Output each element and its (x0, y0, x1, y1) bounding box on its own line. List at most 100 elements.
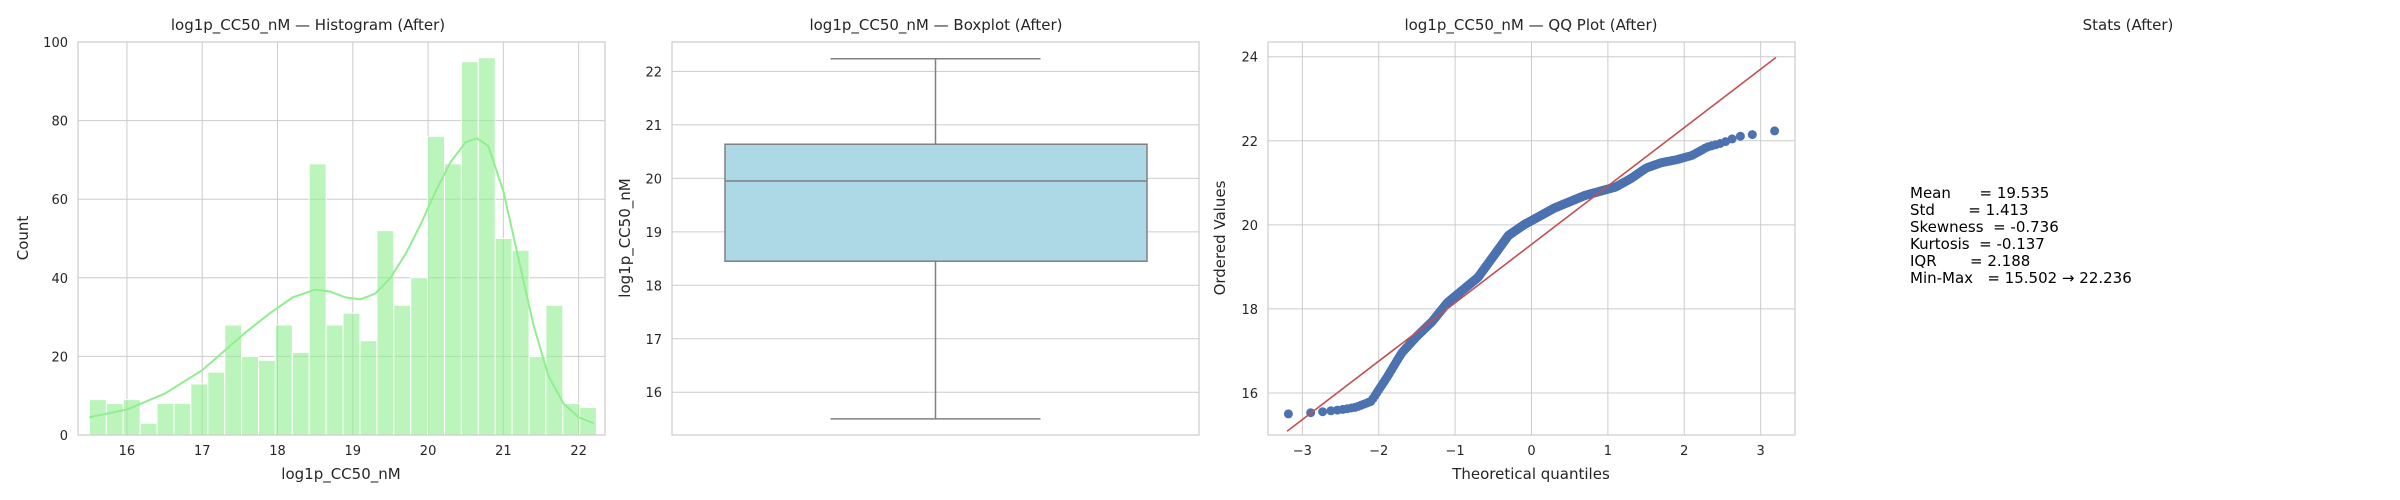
stats-panel: Stats (After) Mean = 19.535 Std = 1.413 … (1910, 16, 2173, 287)
qqplot-xtick-label: 2 (1680, 444, 1688, 459)
histogram-ytick-label: 20 (51, 350, 68, 365)
qqplot-reference-line (1286, 56, 1777, 432)
qqplot-frame (1267, 41, 1796, 436)
histogram-ytick-label: 100 (43, 36, 68, 51)
boxplot-ytick-label: 18 (645, 279, 662, 294)
boxplot-ytick-label: 17 (645, 333, 662, 348)
boxplot-ytick-label: 21 (645, 119, 662, 134)
histogram-bar (545, 304, 564, 436)
histogram-xtick-label: 20 (420, 444, 437, 459)
boxplot-frame (671, 41, 1200, 436)
stats-iqr: IQR = 2.188 (1910, 252, 2030, 270)
qqplot-point (1727, 134, 1737, 144)
qqplot-ytick-label: 22 (1241, 135, 1258, 150)
boxplot-panel: log1p_CC50_nM — Boxplot (After) 16 17 18 19… (616, 16, 1200, 436)
boxplot-box-group (724, 58, 1148, 420)
histogram-bar (562, 403, 581, 436)
qqplot-xticks: −3 −2 −1 0 1 2 3 (1293, 444, 1765, 459)
histogram-frame (77, 41, 606, 436)
histogram-bar (274, 324, 293, 436)
histogram-bar (359, 340, 378, 436)
qqplot-point (1770, 126, 1780, 136)
qqplot-ytick-label: 20 (1241, 219, 1258, 234)
histogram-ytick-label: 60 (51, 193, 68, 208)
histogram-bar (173, 403, 192, 436)
qqplot-xtick-label: −3 (1293, 444, 1312, 459)
histogram-bar (393, 304, 412, 436)
histogram-bar (511, 249, 530, 436)
boxplot-ytick-label: 22 (645, 65, 662, 80)
histogram-kde-line (89, 137, 595, 425)
histogram-xtick-label: 22 (570, 444, 587, 459)
stats-kurtosis: Kurtosis = -0.137 (1910, 235, 2045, 253)
histogram-bar (477, 57, 496, 436)
boxplot-ytick-label: 20 (645, 172, 662, 187)
histogram-bar (325, 324, 344, 436)
qqplot-ytick-label: 24 (1241, 51, 1258, 66)
histogram-ytick-label: 80 (51, 115, 68, 130)
histogram-yticks: 0 20 40 60 80 100 (43, 36, 68, 444)
histogram-bar (376, 230, 395, 436)
stats-mean: Mean = 19.535 (1910, 184, 2049, 202)
histogram-panel: log1p_CC50_nM — Histogram (After) 16 17 18… (14, 16, 606, 484)
qqplot-yticks: 16 18 20 22 24 (1241, 51, 1258, 402)
boxplot-yticks: 16 17 18 19 20 21 22 (645, 65, 662, 401)
stats-title: Stats (After) (2083, 16, 2174, 34)
stats-std: Std = 1.413 (1910, 201, 2029, 219)
qqplot-points (1283, 126, 1780, 419)
histogram-title: log1p_CC50_nM — Histogram (After) (171, 16, 445, 35)
qqplot-point (1747, 130, 1757, 140)
histogram-bar (241, 355, 260, 436)
histogram-bars (88, 57, 597, 436)
qqplot-point (1735, 131, 1745, 141)
histogram-xtick-label: 18 (269, 444, 286, 459)
stats-min-max: Min-Max = 15.502 → 22.236 (1910, 269, 2132, 287)
histogram-bar (224, 324, 243, 436)
boxplot-ylabel: log1p_CC50_nM (616, 178, 635, 297)
histogram-bar (139, 422, 158, 436)
histogram-bar (258, 359, 276, 436)
boxplot-ytick-label: 19 (645, 226, 662, 241)
histogram-bar (528, 355, 547, 436)
histogram-ylabel: Count (14, 216, 32, 261)
qqplot-xtick-label: −1 (1446, 444, 1465, 459)
histogram-bar (342, 312, 361, 436)
histogram-bar (190, 383, 209, 436)
qqplot-xtick-label: −2 (1369, 444, 1388, 459)
qqplot-title: log1p_CC50_nM — QQ Plot (After) (1404, 16, 1657, 35)
histogram-bar (207, 371, 226, 436)
histogram-xtick-label: 17 (194, 444, 211, 459)
histogram-xticks: 16 17 18 19 20 21 22 (119, 444, 587, 459)
histogram-bar (291, 351, 310, 436)
histogram-ytick-label: 40 (51, 272, 68, 287)
qqplot-ytick-label: 18 (1241, 303, 1258, 318)
histogram-bar (308, 163, 327, 436)
qqplot-xtick-label: 1 (1604, 444, 1612, 459)
qqplot-grid (1268, 42, 1795, 435)
histogram-xtick-label: 16 (119, 444, 136, 459)
qqplot-ylabel: Ordered Values (1211, 180, 1229, 295)
histogram-bar (410, 277, 429, 436)
histogram-bar (156, 403, 175, 436)
qqplot-xtick-label: 0 (1527, 444, 1535, 459)
qqplot-point (1326, 406, 1336, 416)
histogram-ytick-label: 0 (60, 429, 68, 444)
histogram-xtick-label: 19 (345, 444, 362, 459)
qqplot-panel: log1p_CC50_nM — QQ Plot (After) −3 −2 −1 0 1… (1211, 16, 1796, 483)
boxplot-ytick-label: 16 (645, 386, 662, 401)
boxplot-box (724, 143, 1148, 262)
histogram-bar (460, 61, 479, 436)
qqplot-point (1318, 407, 1328, 417)
qqplot-point (1283, 409, 1293, 419)
histogram-bar (105, 403, 124, 436)
histogram-xtick-label: 21 (495, 444, 512, 459)
stats-skewness: Skewness = -0.736 (1910, 218, 2059, 236)
boxplot-title: log1p_CC50_nM — Boxplot (After) (809, 16, 1062, 35)
histogram-bar (494, 238, 513, 436)
qqplot-xlabel: Theoretical quantiles (1451, 465, 1610, 483)
qqplot-ytick-label: 16 (1241, 387, 1258, 402)
histogram-xlabel: log1p_CC50_nM (281, 465, 400, 484)
qqplot-xtick-label: 3 (1756, 444, 1764, 459)
histogram-bar (443, 163, 462, 436)
